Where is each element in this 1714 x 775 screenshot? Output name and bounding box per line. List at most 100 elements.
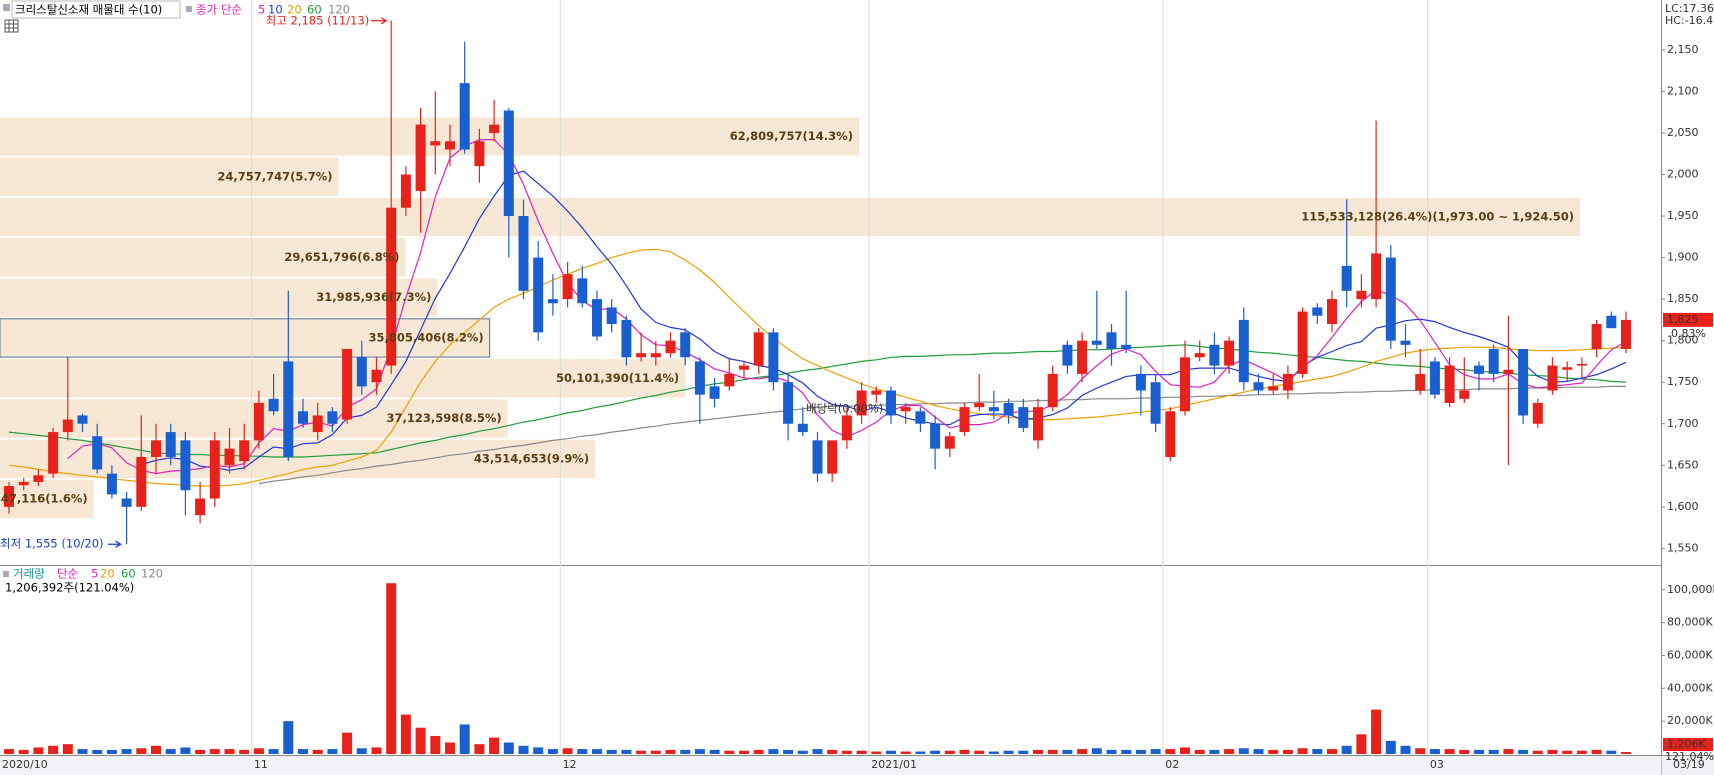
candle-body [606, 307, 617, 325]
y-tick-label: 100,000K [1667, 583, 1714, 596]
volume-bar [386, 583, 397, 754]
candle-body [841, 415, 852, 441]
volume-bar [1180, 747, 1190, 754]
volume-bar [1003, 750, 1014, 754]
candle-body [1371, 253, 1382, 300]
y-tick-label: 1,600 [1667, 500, 1699, 513]
y-tick-label: 1,850 [1667, 292, 1699, 305]
candles [4, 20, 1631, 545]
y-tick-label: 1,650 [1667, 458, 1699, 471]
volume-bar [915, 751, 926, 754]
profile-label: 24,757,747(5.7%) [217, 169, 332, 183]
x-tick-label: 12 [563, 758, 577, 771]
volume-bar [621, 749, 632, 754]
candle-body [1150, 382, 1161, 424]
volume-bar [827, 749, 838, 754]
volume-bar [900, 751, 911, 754]
legend-entry: 20 [287, 3, 302, 17]
candle-body [77, 415, 88, 424]
candle-body [1591, 324, 1602, 349]
legend-entry: 60 [307, 3, 322, 17]
volume-legend-entry: 20 [100, 567, 115, 581]
profile-band [0, 318, 491, 358]
candle-body [18, 481, 29, 486]
lc-label: LC:17.36 [1665, 2, 1714, 15]
volume-bar [753, 749, 764, 754]
candle-body [1621, 319, 1631, 349]
volume-bar [533, 747, 544, 754]
volume-bar [636, 750, 647, 754]
candle-body [680, 332, 691, 358]
volume-bar [606, 749, 617, 754]
candle-body [1165, 411, 1176, 457]
candle-body [1180, 357, 1190, 412]
volume-bar [503, 742, 514, 754]
profile-label: 50,101,390(11.4%) [556, 371, 679, 385]
volume-bar [1327, 749, 1337, 754]
y-tick-label: 1,750 [1667, 375, 1699, 388]
x-tick-label: 11 [254, 758, 268, 771]
y-tick-label: 2,000 [1667, 167, 1699, 180]
volume-bar [812, 749, 823, 754]
y-tick-label: 80,000K [1667, 616, 1713, 629]
candle-body [886, 390, 896, 416]
candle-body [1106, 332, 1117, 349]
last-volume-change: 121.04% [1665, 750, 1714, 763]
profile-label: 35,805,406(8.2%) [368, 330, 483, 344]
y-tick-label: 40,000K [1667, 681, 1713, 694]
candle-body [312, 415, 323, 433]
candle-body [797, 423, 808, 433]
candle-body [283, 361, 294, 457]
volume-bar [1444, 749, 1455, 754]
volume-bar [547, 749, 558, 754]
x-tick-label: 2020/10 [2, 758, 48, 771]
volume-bar [1400, 745, 1411, 754]
y-tick-label: 2,150 [1667, 43, 1699, 56]
candle-body [356, 357, 367, 387]
candle-body [121, 498, 132, 507]
volume-bar [1415, 748, 1426, 754]
candle-body [856, 390, 867, 416]
volume-bar [106, 749, 117, 754]
candle-body [1341, 265, 1352, 291]
volume-bar [77, 749, 88, 754]
volume-bar [1033, 749, 1043, 754]
candle-body [753, 332, 764, 366]
legend-entry: 10 [268, 3, 283, 17]
candle-body [1091, 340, 1102, 345]
candle-body [650, 353, 661, 358]
candle-body [503, 110, 514, 217]
volume-bar [430, 735, 441, 754]
volume-bar [1253, 749, 1264, 754]
volume-bar [195, 749, 206, 754]
profile-label: 62,809,757(14.3%) [730, 129, 853, 143]
volume-bar [18, 749, 29, 754]
volume-bar [1385, 740, 1396, 754]
candle-body [1253, 382, 1264, 391]
candle-body [1003, 402, 1014, 416]
volume-bar [209, 749, 220, 754]
volume-bar [1371, 709, 1382, 754]
candle-body [327, 411, 338, 424]
volume-bar [680, 749, 691, 754]
candle-body [268, 398, 279, 412]
volume-bar [886, 750, 896, 754]
x-tick-label: 2021/01 [871, 758, 917, 771]
candle-body [92, 436, 103, 470]
candle-body [1532, 402, 1543, 424]
candle-body [224, 448, 235, 466]
candle-body [1576, 363, 1587, 366]
volume-bar [1356, 734, 1367, 754]
volume-bar [1135, 749, 1146, 754]
volume-bar [988, 751, 999, 754]
volume-bar [33, 747, 44, 754]
volume-bar [944, 750, 955, 754]
candle-body [1297, 311, 1308, 374]
candle-body [136, 456, 147, 507]
legend-title: 종가 단순 [196, 3, 242, 17]
header-marker [3, 4, 10, 11]
volume-bar [1106, 749, 1117, 754]
y-tick-label: 60,000K [1667, 648, 1713, 661]
last-volume-label: 1,206K [1667, 738, 1706, 751]
chart-title: 크리스탈신소재 매물대 수(10) [15, 3, 162, 17]
